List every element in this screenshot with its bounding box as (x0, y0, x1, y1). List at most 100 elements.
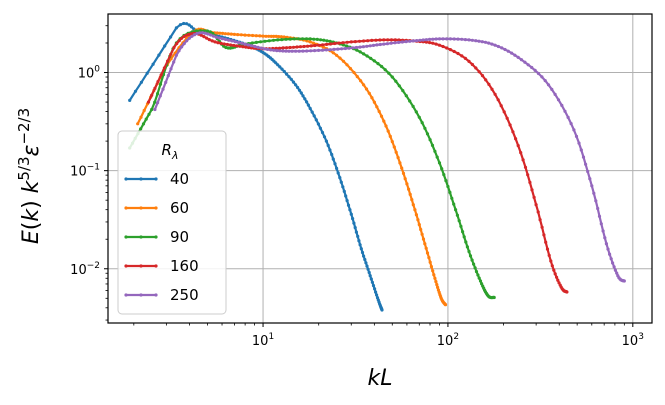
data-point (247, 45, 251, 50)
data-point (393, 38, 397, 42)
data-point (417, 115, 421, 119)
data-point (397, 40, 401, 45)
data-point (508, 123, 512, 127)
data-point (389, 38, 394, 42)
data-point (549, 259, 553, 263)
data-point (233, 40, 237, 44)
data-point (480, 40, 484, 44)
data-point (317, 48, 321, 53)
data-point (349, 212, 353, 216)
data-point (264, 34, 268, 38)
data-point (259, 40, 263, 44)
x-axis-label: kL (368, 366, 393, 391)
data-point (169, 52, 173, 56)
data-point (420, 121, 424, 125)
data-point (437, 43, 442, 47)
legend-entry-160: 160 (124, 257, 199, 275)
data-point (209, 33, 213, 37)
data-point (254, 34, 258, 38)
data-point (333, 162, 337, 166)
data-point (470, 62, 474, 67)
data-point (390, 140, 394, 144)
data-point (612, 265, 616, 269)
x-tick-label: 101 (252, 332, 274, 349)
data-point (278, 46, 282, 50)
data-point (313, 43, 317, 48)
data-point (238, 44, 242, 48)
data-point (390, 75, 394, 79)
data-point (348, 67, 353, 71)
data-point (465, 245, 469, 249)
data-point (448, 190, 452, 194)
data-point (601, 229, 605, 233)
data-point (414, 213, 418, 217)
data-point (243, 42, 247, 46)
data-point (265, 47, 270, 52)
data-point (174, 53, 178, 57)
data-point (552, 268, 556, 272)
data-point (325, 39, 329, 43)
data-point (236, 33, 240, 37)
data-point (221, 31, 225, 35)
data-point (297, 49, 301, 53)
data-point (456, 37, 460, 41)
data-point (335, 53, 339, 57)
data-point (198, 31, 202, 35)
data-point (187, 23, 191, 27)
data-point (435, 283, 439, 287)
data-point (490, 42, 494, 46)
data-point (308, 40, 312, 44)
data-point (365, 44, 369, 48)
legend-entry-250: 250 (124, 286, 199, 304)
data-point (215, 31, 219, 35)
data-point (182, 21, 186, 26)
data-point (608, 252, 612, 256)
data-point (203, 31, 207, 35)
data-point (392, 145, 396, 149)
data-point (287, 75, 291, 79)
data-point (468, 254, 473, 258)
data-point (282, 35, 286, 39)
plot-frame (107, 13, 653, 324)
data-point (214, 35, 218, 39)
data-point (400, 166, 404, 170)
data-point (463, 38, 467, 42)
data-point (150, 93, 154, 97)
y-tick-label: 10−2 (70, 261, 100, 278)
data-point (358, 243, 362, 247)
data-point (374, 38, 378, 42)
data-point (279, 35, 283, 39)
data-point (313, 49, 317, 53)
data-point (351, 217, 355, 221)
data-point (361, 45, 365, 49)
data-point (410, 198, 414, 202)
data-point (444, 179, 448, 183)
data-point (142, 108, 146, 113)
data-point (227, 38, 231, 42)
data-point (490, 87, 494, 91)
legend-marker (124, 293, 128, 297)
data-point (413, 208, 417, 212)
y-tick-label: 10−1 (70, 163, 100, 180)
data-point (421, 237, 426, 241)
data-point (550, 87, 554, 91)
data-point (185, 39, 189, 43)
data-point (355, 75, 359, 79)
data-point (320, 48, 325, 52)
data-point (318, 126, 322, 130)
data-point (547, 253, 551, 257)
data-point (345, 40, 349, 44)
data-point (341, 59, 346, 63)
data-point (367, 91, 371, 95)
data-point (332, 47, 336, 52)
legend-marker (154, 264, 158, 268)
data-point (359, 79, 363, 83)
data-point (380, 308, 384, 312)
data-point (411, 203, 415, 207)
data-point (428, 138, 432, 142)
data-point (159, 73, 163, 77)
data-point (597, 214, 602, 218)
data-point (274, 61, 278, 65)
data-point (480, 74, 485, 78)
data-point (493, 92, 497, 96)
